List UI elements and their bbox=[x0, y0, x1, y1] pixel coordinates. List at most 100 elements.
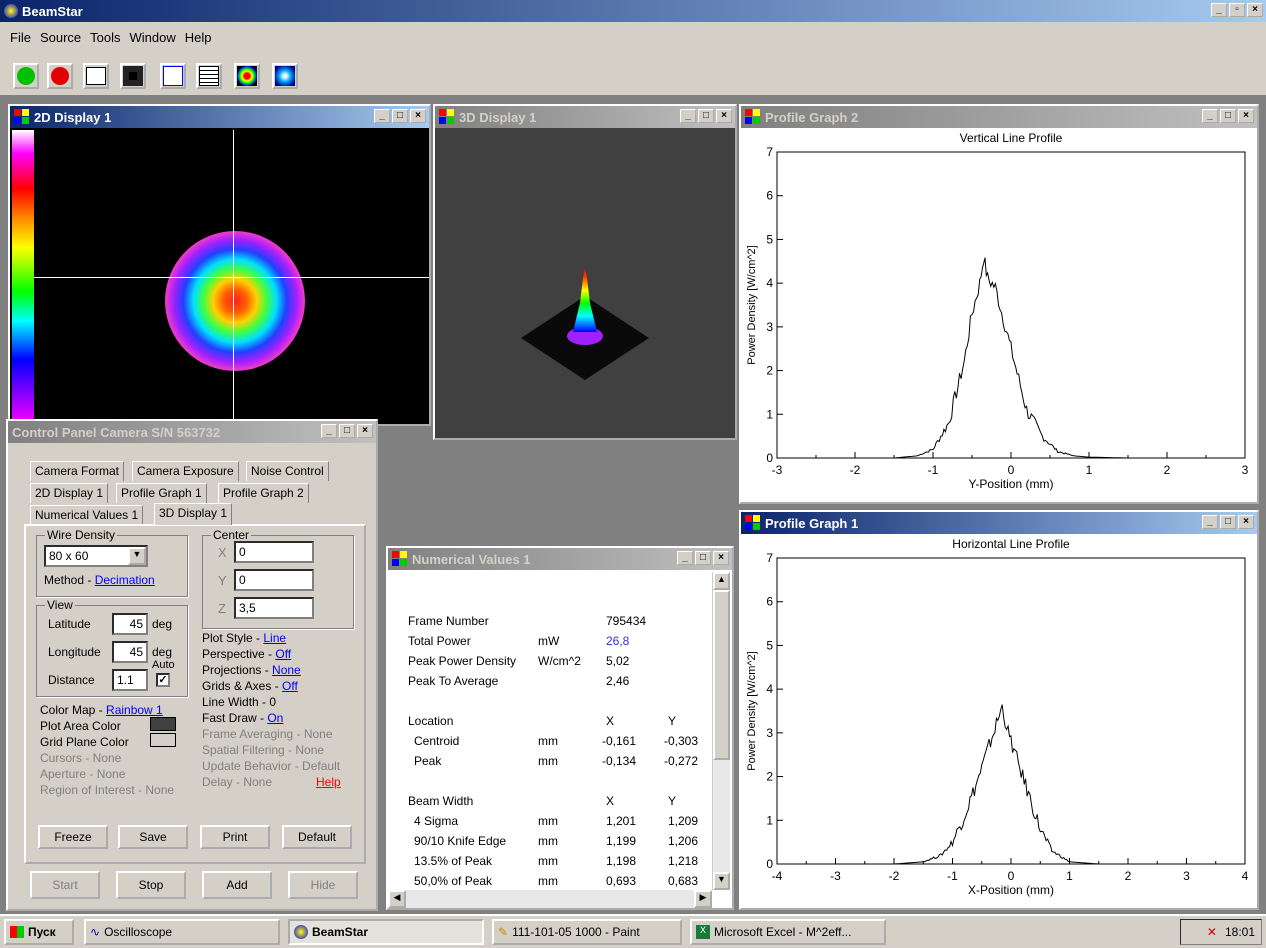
longitude-input[interactable]: 45 bbox=[112, 641, 148, 663]
taskbar-item-paint[interactable]: ✎ 111-101-05 1000 - Paint bbox=[492, 919, 682, 945]
menu-help[interactable]: Help bbox=[184, 30, 212, 45]
hide-button[interactable]: Hide bbox=[288, 871, 358, 899]
close-button[interactable]: × bbox=[1238, 515, 1254, 529]
plot-frame bbox=[776, 557, 1246, 865]
minimize-button[interactable]: _ bbox=[1211, 3, 1227, 17]
window-profile-graph-1[interactable]: Profile Graph 1 _ □ × Horizontal Line Prof… bbox=[739, 510, 1259, 910]
perspective-link[interactable]: Off bbox=[275, 647, 292, 661]
tab-profile-graph-2[interactable]: Profile Graph 2 bbox=[218, 483, 309, 503]
maximize-button[interactable]: □ bbox=[698, 109, 714, 123]
window-control-panel[interactable]: Control Panel Camera S/N 563732 _ □ × Came… bbox=[6, 419, 378, 911]
color-map-link[interactable]: Rainbow 1 bbox=[106, 703, 163, 717]
close-button[interactable]: × bbox=[713, 551, 729, 565]
window-2d-titlebar[interactable]: 2D Display 1 _ □ × bbox=[10, 106, 429, 128]
minimize-button[interactable]: _ bbox=[374, 109, 390, 123]
wire-density-select[interactable]: 80 x 60 ▼ bbox=[44, 545, 148, 567]
taskbar-item-beamstar[interactable]: BeamStar bbox=[288, 919, 484, 945]
window-pg1-titlebar[interactable]: Profile Graph 1 _ □ × bbox=[741, 512, 1257, 534]
fast-draw-link[interactable]: On bbox=[267, 711, 284, 725]
2d-display-icon[interactable] bbox=[120, 63, 146, 89]
taskbar-item-oscilloscope[interactable]: ∿ Oscilloscope bbox=[84, 919, 280, 945]
close-button[interactable]: × bbox=[1238, 109, 1254, 123]
3d-display-icon[interactable] bbox=[160, 63, 186, 89]
window-nv-titlebar[interactable]: Numerical Values 1 _ □ × bbox=[388, 548, 732, 570]
tab-profile-graph-1[interactable]: Profile Graph 1 bbox=[116, 483, 207, 503]
stop-button[interactable]: Stop bbox=[116, 871, 186, 899]
close-button[interactable]: × bbox=[716, 109, 732, 123]
color-map-icon[interactable] bbox=[234, 63, 260, 89]
restore-button[interactable]: ▫ bbox=[1229, 3, 1245, 17]
minimize-button[interactable]: _ bbox=[321, 424, 337, 438]
maximize-button[interactable]: □ bbox=[339, 424, 355, 438]
chevron-down-icon[interactable]: ▼ bbox=[128, 547, 146, 565]
beam-icon[interactable] bbox=[272, 63, 298, 89]
minimize-button[interactable]: _ bbox=[1202, 515, 1218, 529]
start-green-icon[interactable] bbox=[13, 63, 39, 89]
window-2d-display[interactable]: 2D Display 1 _ □ × bbox=[8, 104, 431, 426]
menu-source[interactable]: Source bbox=[39, 30, 82, 45]
taskbar-item-excel[interactable]: X Microsoft Excel - M^2eff... bbox=[690, 919, 886, 945]
minimize-button[interactable]: _ bbox=[1202, 109, 1218, 123]
tab-camera-format[interactable]: Camera Format bbox=[30, 461, 125, 481]
menu-tools[interactable]: Tools bbox=[90, 30, 121, 45]
nv-section-location: Location bbox=[408, 714, 454, 728]
auto-checkbox[interactable]: ✓ bbox=[156, 673, 170, 687]
minimize-button[interactable]: _ bbox=[677, 551, 693, 565]
window-numerical-values[interactable]: Numerical Values 1 _ □ × ▲ ▼ ◀ ▶ Frame Num… bbox=[386, 546, 734, 910]
crosshair-horizontal[interactable] bbox=[34, 277, 429, 278]
default-button[interactable]: Default bbox=[282, 825, 352, 849]
minimize-button[interactable]: _ bbox=[680, 109, 696, 123]
close-button[interactable]: × bbox=[1247, 3, 1263, 17]
maximize-button[interactable]: □ bbox=[1220, 515, 1236, 529]
profile-tool-icon[interactable] bbox=[83, 63, 109, 89]
window-3d-display[interactable]: 3D Display 1 _ □ × bbox=[433, 104, 737, 440]
print-button[interactable]: Print bbox=[200, 825, 270, 849]
scroll-left-button[interactable]: ◀ bbox=[388, 890, 406, 908]
start-button[interactable]: Start bbox=[30, 871, 100, 899]
maximize-button[interactable]: □ bbox=[392, 109, 408, 123]
window-pg2-titlebar[interactable]: Profile Graph 2 _ □ × bbox=[741, 106, 1257, 128]
tab-camera-exposure[interactable]: Camera Exposure bbox=[132, 461, 239, 481]
maximize-button[interactable]: □ bbox=[1220, 109, 1236, 123]
tab-2d-display[interactable]: 2D Display 1 bbox=[30, 483, 109, 503]
longitude-unit: deg bbox=[152, 645, 173, 659]
help-link[interactable]: Help bbox=[316, 775, 341, 789]
add-button[interactable]: Add bbox=[202, 871, 272, 899]
network-icon[interactable]: ✕ bbox=[1206, 925, 1217, 939]
center-y-input[interactable]: 0 bbox=[234, 569, 314, 591]
plot-style-link[interactable]: Line bbox=[263, 631, 287, 645]
scroll-thumb[interactable] bbox=[713, 590, 730, 760]
maximize-button[interactable]: □ bbox=[695, 551, 711, 565]
vertical-scrollbar[interactable]: ▲ ▼ bbox=[712, 572, 730, 890]
close-button[interactable]: × bbox=[410, 109, 426, 123]
numerical-values-icon[interactable] bbox=[196, 63, 222, 89]
grid-plane-color-swatch[interactable] bbox=[150, 733, 176, 747]
center-x-input[interactable]: 0 bbox=[234, 541, 314, 563]
scroll-up-button[interactable]: ▲ bbox=[713, 572, 730, 590]
freeze-button[interactable]: Freeze bbox=[38, 825, 108, 849]
scroll-down-button[interactable]: ▼ bbox=[713, 872, 730, 890]
tab-3d-display[interactable]: 3D Display 1 bbox=[154, 503, 233, 525]
horizontal-scrollbar[interactable]: ◀ ▶ bbox=[388, 890, 712, 908]
window-control-titlebar[interactable]: Control Panel Camera S/N 563732 _ □ × bbox=[8, 421, 376, 443]
save-button[interactable]: Save bbox=[118, 825, 188, 849]
close-button[interactable]: × bbox=[357, 424, 373, 438]
projections-link[interactable]: None bbox=[272, 663, 301, 677]
line-width-row[interactable]: Line Width - 0 bbox=[202, 695, 276, 709]
latitude-input[interactable]: 45 bbox=[112, 613, 148, 635]
crosshair-vertical[interactable] bbox=[233, 130, 234, 424]
window-3d-titlebar[interactable]: 3D Display 1 _ □ × bbox=[435, 106, 735, 128]
window-profile-graph-2[interactable]: Profile Graph 2 _ □ × Vertical Line Profil… bbox=[739, 104, 1259, 504]
center-z-input[interactable]: 3,5 bbox=[234, 597, 314, 619]
method-link[interactable]: Decimation bbox=[94, 573, 155, 587]
tab-noise-control[interactable]: Noise Control bbox=[246, 461, 329, 481]
scroll-right-button[interactable]: ▶ bbox=[694, 890, 712, 908]
menu-file[interactable]: File bbox=[10, 30, 31, 45]
grids-link[interactable]: Off bbox=[282, 679, 298, 693]
distance-input[interactable]: 1.1 bbox=[112, 669, 148, 691]
tab-numerical-values[interactable]: Numerical Values 1 bbox=[30, 505, 144, 525]
start-button-taskbar[interactable]: Пуск bbox=[4, 919, 74, 945]
menu-window[interactable]: Window bbox=[129, 30, 176, 45]
stop-red-icon[interactable] bbox=[47, 63, 73, 89]
plot-area-color-swatch[interactable] bbox=[150, 717, 176, 731]
